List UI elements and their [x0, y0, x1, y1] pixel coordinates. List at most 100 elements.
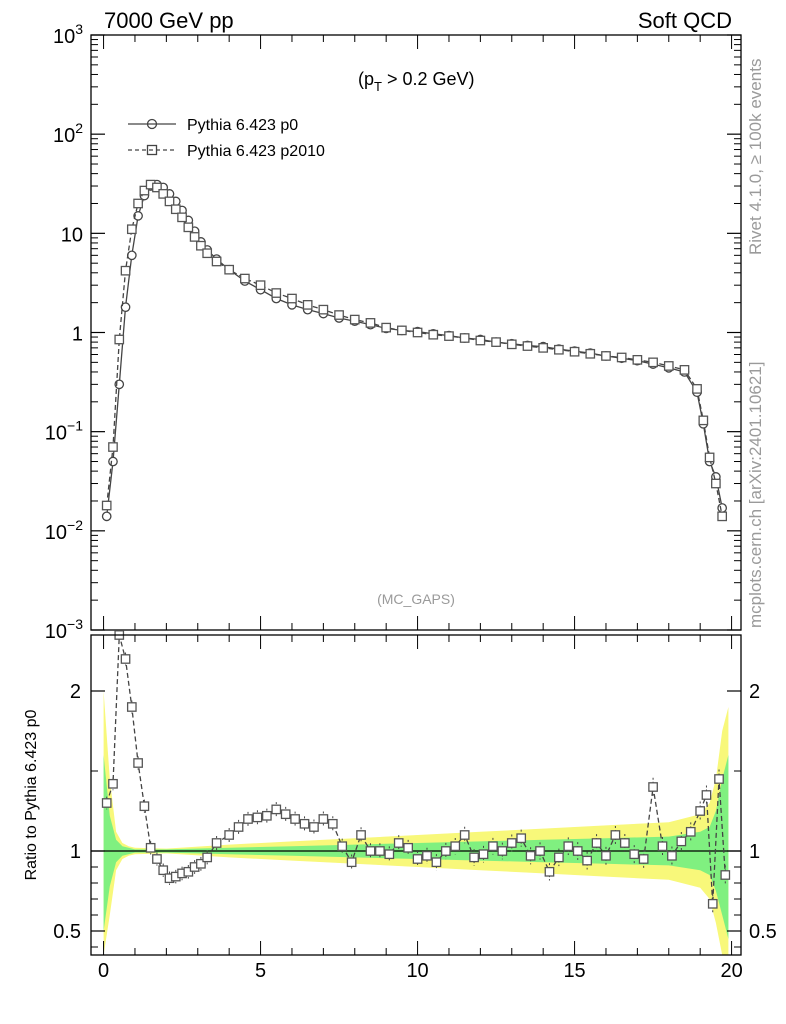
ratio-data-point — [629, 849, 640, 860]
ratio-data-point — [290, 814, 300, 824]
data-point-p0 — [133, 211, 143, 221]
data-point-p2010 — [170, 204, 181, 215]
legend-label-p0: Pythia 6.423 p0 — [187, 117, 298, 134]
ratio-data-point — [145, 842, 156, 853]
data-point-p2010 — [224, 264, 235, 275]
ratio-bands — [91, 691, 741, 955]
legend-marker-circle — [146, 118, 158, 130]
data-point-p2010 — [139, 185, 150, 196]
ratio-data-point — [233, 822, 244, 832]
ratio-data-point — [346, 857, 357, 868]
data-point-p2010 — [365, 318, 376, 328]
data-point-p2010 — [428, 329, 439, 340]
ratio-data-point — [431, 857, 442, 868]
data-point-p2010 — [704, 452, 715, 463]
ratio-axes: 2 2 1 1 0.5 0.5 0 5 10 15 20 — [53, 634, 777, 982]
data-point-p2010 — [240, 273, 250, 284]
data-point-p0 — [108, 456, 118, 467]
data-point-p2010 — [698, 415, 709, 426]
legend-marker-square — [146, 144, 158, 156]
data-point-p2010 — [585, 348, 596, 359]
ratio-data-point — [318, 814, 329, 824]
ratio-data-point — [459, 830, 470, 840]
data-point-p2010 — [255, 280, 266, 291]
ratio-y-tick-label-left: 0.5 — [53, 921, 81, 943]
ratio-data-point — [582, 855, 592, 866]
data-point-p0 — [120, 302, 131, 313]
data-point-p2010 — [538, 343, 549, 353]
legend-entry-p2010: Pythia 6.423 p2010 — [128, 143, 325, 160]
data-point-p2010 — [632, 354, 643, 365]
ratio-y-tick-label-right: 0.5 — [749, 921, 777, 943]
ratio-data-point — [657, 841, 668, 852]
data-point-p2010 — [189, 232, 200, 242]
ratio-data-point — [601, 850, 611, 861]
ratio-data-point — [126, 702, 137, 712]
data-point-p2010 — [663, 361, 674, 371]
x-tick-label: 10 — [406, 960, 428, 982]
data-point-p2010 — [287, 293, 297, 304]
ratio-data-point — [384, 849, 395, 860]
ratio-y-tick-label-right: 1 — [749, 841, 760, 863]
ratio-data-point — [152, 854, 162, 864]
ratio-data-point — [196, 858, 206, 869]
ratio-data-point — [450, 841, 461, 852]
data-point-p2010 — [554, 344, 564, 355]
data-point-p2010 — [211, 256, 222, 267]
ratio-data-point — [714, 774, 724, 784]
data-point-p2010 — [506, 339, 517, 350]
legend-label-p2010: Pythia 6.423 p2010 — [187, 143, 325, 160]
data-point-p2010 — [101, 500, 112, 511]
data-point-p2010 — [717, 511, 728, 522]
data-point-p2010 — [412, 327, 423, 338]
data-point-p2010 — [126, 224, 137, 235]
ratio-data-point — [299, 818, 310, 829]
ratio-data-point — [356, 830, 366, 840]
data-point-p2010 — [152, 182, 162, 193]
ratio-data-point — [469, 852, 479, 863]
main-panel: (pT > 0.2 GeV) (MC_GAPS) Pythia 6.423 p0… — [45, 21, 742, 643]
ratio-data-point — [667, 850, 677, 861]
main-y-tick-label: 10−2 — [45, 517, 83, 544]
data-point-p2010 — [569, 346, 580, 357]
data-point-p2010 — [601, 351, 611, 361]
data-point-p2010 — [616, 352, 627, 363]
data-point-p2010 — [459, 333, 470, 343]
x-tick-label: 15 — [563, 960, 585, 982]
data-point-p2010 — [475, 335, 486, 346]
rivet-label: Rivet 4.1.0, ≥ 100k events — [746, 59, 765, 255]
ratio-y-tick-label-left: 2 — [70, 681, 81, 703]
mc-gaps-watermark: (MC_GAPS) — [377, 591, 455, 607]
ratio-data-point — [648, 782, 658, 792]
ratio-data-point — [365, 846, 376, 856]
main-y-tick-label: 10−1 — [45, 418, 83, 445]
ratio-data-point — [497, 846, 508, 856]
ratio-data-point — [695, 806, 706, 816]
data-point-p2010 — [158, 189, 169, 199]
data-point-p2010 — [202, 248, 213, 259]
ratio-data-point — [120, 654, 131, 664]
ratio-data-point — [224, 830, 235, 840]
main-y-tick-label: 102 — [53, 120, 83, 147]
uncertainty-band-yellow — [103, 691, 729, 955]
data-point-p2010 — [334, 310, 344, 320]
uncertainty-band-green — [103, 755, 729, 939]
data-point-p2010 — [491, 337, 501, 347]
data-point-p2010 — [302, 300, 313, 310]
data-point-p2010 — [114, 334, 125, 345]
ratio-data-point — [412, 854, 423, 864]
header-left-title: 7000 GeV pp — [104, 8, 234, 33]
ratio-data-point — [327, 818, 338, 829]
ratio-data-point — [619, 838, 630, 848]
data-point-p2010 — [444, 331, 454, 341]
ratio-data-point — [337, 841, 348, 852]
ratio-data-point — [261, 810, 272, 821]
ratio-data-point — [403, 842, 413, 853]
ratio-data-point — [544, 866, 555, 877]
main-y-tick-label: 103 — [53, 21, 83, 48]
data-point-p2010 — [349, 314, 360, 325]
ratio-data-point — [243, 814, 253, 824]
ratio-data-point — [202, 852, 213, 863]
